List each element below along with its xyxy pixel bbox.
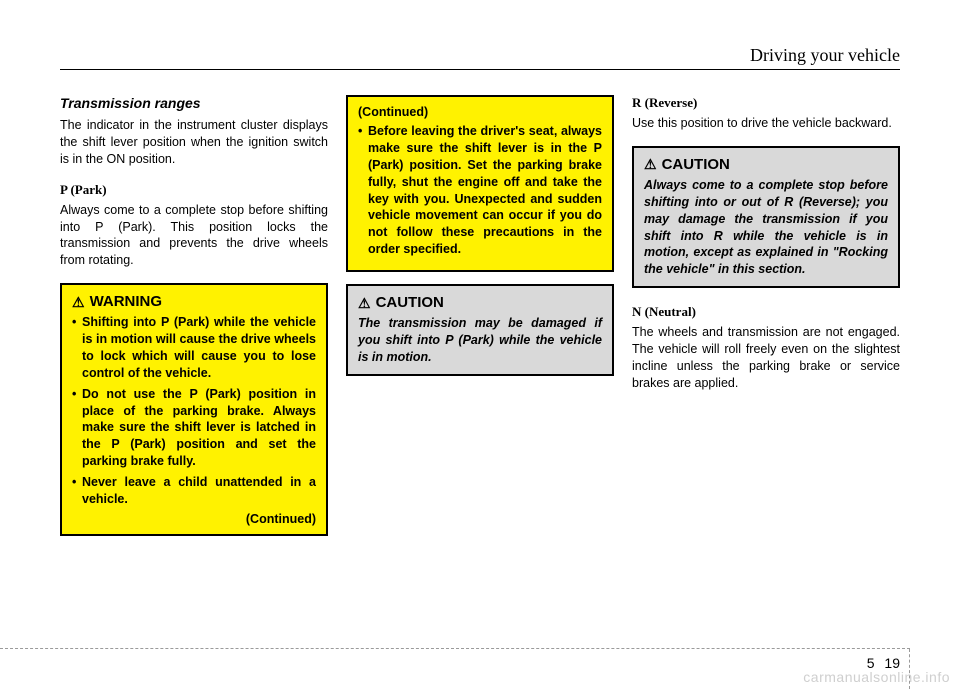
caution-label: CAUTION [376,294,444,311]
warning-list: Shifting into P (Park) while the vehicle… [72,314,316,508]
header-rule [60,69,900,70]
r-reverse-body: Use this position to drive the vehicle b… [632,115,900,132]
continued-label: (Continued) [358,105,602,119]
warning-item: Before leaving the driver's seat, always… [358,123,602,258]
warning-item: Shifting into P (Park) while the vehicle… [72,314,316,382]
column-3: R (Reverse) Use this position to drive t… [632,95,900,548]
caution-text-r: Always come to a complete stop before sh… [644,177,888,278]
transmission-intro: The indicator in the instrument cluster … [60,117,328,168]
caution-box-p: ⚠ CAUTION The transmission may be damage… [346,284,614,376]
n-neutral-body: The wheels and transmission are not enga… [632,324,900,392]
warning-title: ⚠ WARNING [72,293,316,310]
page: Driving your vehicle Transmission ranges… [0,0,960,689]
watermark: carmanualsonline.info [803,669,950,685]
transmission-ranges-title: Transmission ranges [60,95,328,111]
content-columns: Transmission ranges The indicator in the… [60,95,900,548]
crop-guide-h [0,648,910,649]
warning-icon: ⚠ [72,295,85,309]
warning-label: WARNING [90,293,163,310]
n-neutral-head: N (Neutral) [632,304,900,320]
warning-item: Do not use the P (Park) position in plac… [72,386,316,470]
p-park-head: P (Park) [60,182,328,198]
warning-box-continued: (Continued) Before leaving the driver's … [346,95,614,272]
caution-box-r: ⚠ CAUTION Always come to a complete stop… [632,146,900,288]
warning-box: ⚠ WARNING Shifting into P (Park) while t… [60,283,328,536]
r-reverse-head: R (Reverse) [632,95,900,111]
header-title: Driving your vehicle [750,45,900,66]
caution-title: ⚠ CAUTION [644,156,888,173]
column-1: Transmission ranges The indicator in the… [60,95,328,548]
p-park-body: Always come to a complete stop before sh… [60,202,328,270]
caution-label: CAUTION [662,156,730,173]
column-2: (Continued) Before leaving the driver's … [346,95,614,548]
warning-list-continued: Before leaving the driver's seat, always… [358,123,602,258]
caution-icon: ⚠ [358,296,371,310]
caution-text-p: The transmission may be damaged if you s… [358,315,602,366]
caution-title: ⚠ CAUTION [358,294,602,311]
caution-icon: ⚠ [644,157,657,171]
warning-continued: (Continued) [72,512,316,526]
page-header: Driving your vehicle [60,30,900,70]
warning-item: Never leave a child unattended in a vehi… [72,474,316,508]
